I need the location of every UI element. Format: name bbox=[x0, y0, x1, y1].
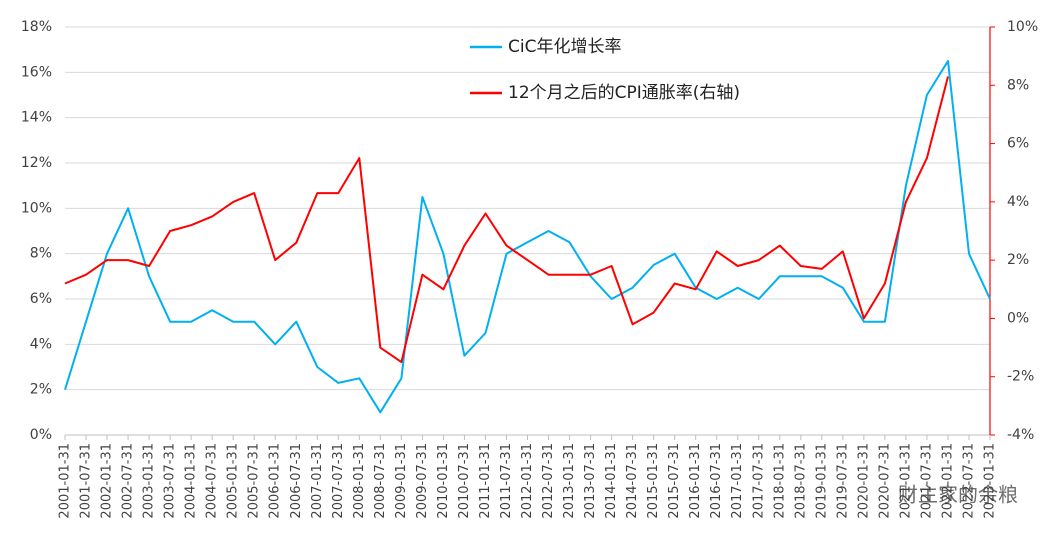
x-tick-label: 2018-01-31 bbox=[772, 443, 787, 519]
y2-tick-label: 8% bbox=[1007, 77, 1029, 93]
y2-tick-label: 0% bbox=[1007, 310, 1029, 326]
x-tick-label: 2022-07-31 bbox=[961, 443, 976, 519]
x-tick-label: 2002-01-31 bbox=[100, 443, 115, 519]
y-tick-label: 12% bbox=[21, 155, 52, 171]
y-tick-label: 10% bbox=[21, 200, 52, 216]
y-tick-label: 16% bbox=[21, 64, 52, 80]
x-tick-label: 2015-07-31 bbox=[667, 443, 682, 519]
y-tick-label: 2% bbox=[30, 382, 52, 398]
legend-label: CiC年化增长率 bbox=[508, 37, 621, 57]
x-tick-label: 2021-07-31 bbox=[919, 443, 934, 519]
x-tick-label: 2010-07-31 bbox=[457, 443, 472, 519]
x-tick-label: 2020-01-31 bbox=[856, 443, 871, 519]
x-tick-label: 2001-07-31 bbox=[79, 443, 94, 519]
legend-label: 12个月之后的CPI通胀率(右轴) bbox=[508, 83, 740, 103]
y2-tick-label: -4% bbox=[1007, 427, 1034, 443]
x-tick-label: 2008-07-31 bbox=[373, 443, 388, 519]
x-tick-label: 2015-01-31 bbox=[646, 443, 661, 519]
x-tick-label: 2004-07-31 bbox=[205, 443, 220, 519]
x-tick-label: 2023-01-31 bbox=[983, 443, 998, 519]
y2-tick-label: 2% bbox=[1007, 252, 1029, 268]
x-tick-label: 2019-07-31 bbox=[835, 443, 850, 519]
x-tick-label: 2005-07-31 bbox=[247, 443, 262, 519]
y2-tick-label: 4% bbox=[1007, 194, 1029, 210]
x-tick-label: 2005-01-31 bbox=[226, 443, 241, 519]
x-tick-label: 2003-07-31 bbox=[163, 443, 178, 519]
x-tick-label: 2012-07-31 bbox=[541, 443, 556, 519]
data-line bbox=[64, 60, 991, 414]
y2-tick-label: 10% bbox=[1007, 19, 1038, 35]
y-tick-label: 4% bbox=[30, 336, 52, 352]
x-tick-label: 2014-07-31 bbox=[625, 443, 640, 519]
x-tick-label: 2011-07-31 bbox=[499, 443, 514, 519]
x-tick-label: 2007-01-31 bbox=[310, 443, 325, 519]
x-tick-label: 2020-07-31 bbox=[877, 443, 892, 519]
x-tick-label: 2017-01-31 bbox=[730, 443, 745, 519]
y-tick-label: 6% bbox=[30, 291, 52, 307]
x-tick-label: 2004-01-31 bbox=[184, 443, 199, 519]
x-tick-label: 2001-01-31 bbox=[58, 443, 73, 519]
y-tick-label: 14% bbox=[21, 110, 52, 126]
x-tick-label: 2009-01-31 bbox=[394, 443, 409, 519]
y-tick-label: 8% bbox=[30, 246, 52, 262]
x-tick-label: 2003-01-31 bbox=[142, 443, 157, 519]
x-tick-label: 2013-01-31 bbox=[562, 443, 577, 519]
x-tick-label: 2007-07-31 bbox=[331, 443, 346, 519]
x-tick-label: 2010-01-31 bbox=[436, 443, 451, 519]
y-tick-label: 0% bbox=[30, 427, 52, 443]
x-tick-label: 2013-07-31 bbox=[583, 443, 598, 519]
x-tick-label: 2002-07-31 bbox=[121, 443, 136, 519]
x-tick-label: 2017-07-31 bbox=[751, 443, 766, 519]
x-tick-label: 2019-01-31 bbox=[814, 443, 829, 519]
x-tick-label: 2011-01-31 bbox=[478, 443, 493, 519]
x-tick-label: 2008-01-31 bbox=[352, 443, 367, 519]
x-tick-label: 2006-01-31 bbox=[268, 443, 283, 519]
y2-tick-label: 6% bbox=[1007, 136, 1029, 152]
x-tick-label: 2014-01-31 bbox=[604, 443, 619, 519]
y-tick-label: 18% bbox=[21, 19, 52, 35]
x-tick-label: 2021-01-31 bbox=[898, 443, 913, 519]
x-tick-label: 2006-07-31 bbox=[289, 443, 304, 519]
x-tick-label: 2009-07-31 bbox=[415, 443, 430, 519]
data-line bbox=[64, 76, 949, 364]
x-tick-label: 2016-07-31 bbox=[709, 443, 724, 519]
x-tick-label: 2018-07-31 bbox=[793, 443, 808, 519]
x-tick-label: 2022-01-31 bbox=[940, 443, 955, 519]
x-tick-label: 2012-01-31 bbox=[520, 443, 535, 519]
y2-tick-label: -2% bbox=[1007, 369, 1034, 385]
x-tick-label: 2016-01-31 bbox=[688, 443, 703, 519]
watermark: 财主家的余粮 bbox=[898, 483, 1018, 507]
